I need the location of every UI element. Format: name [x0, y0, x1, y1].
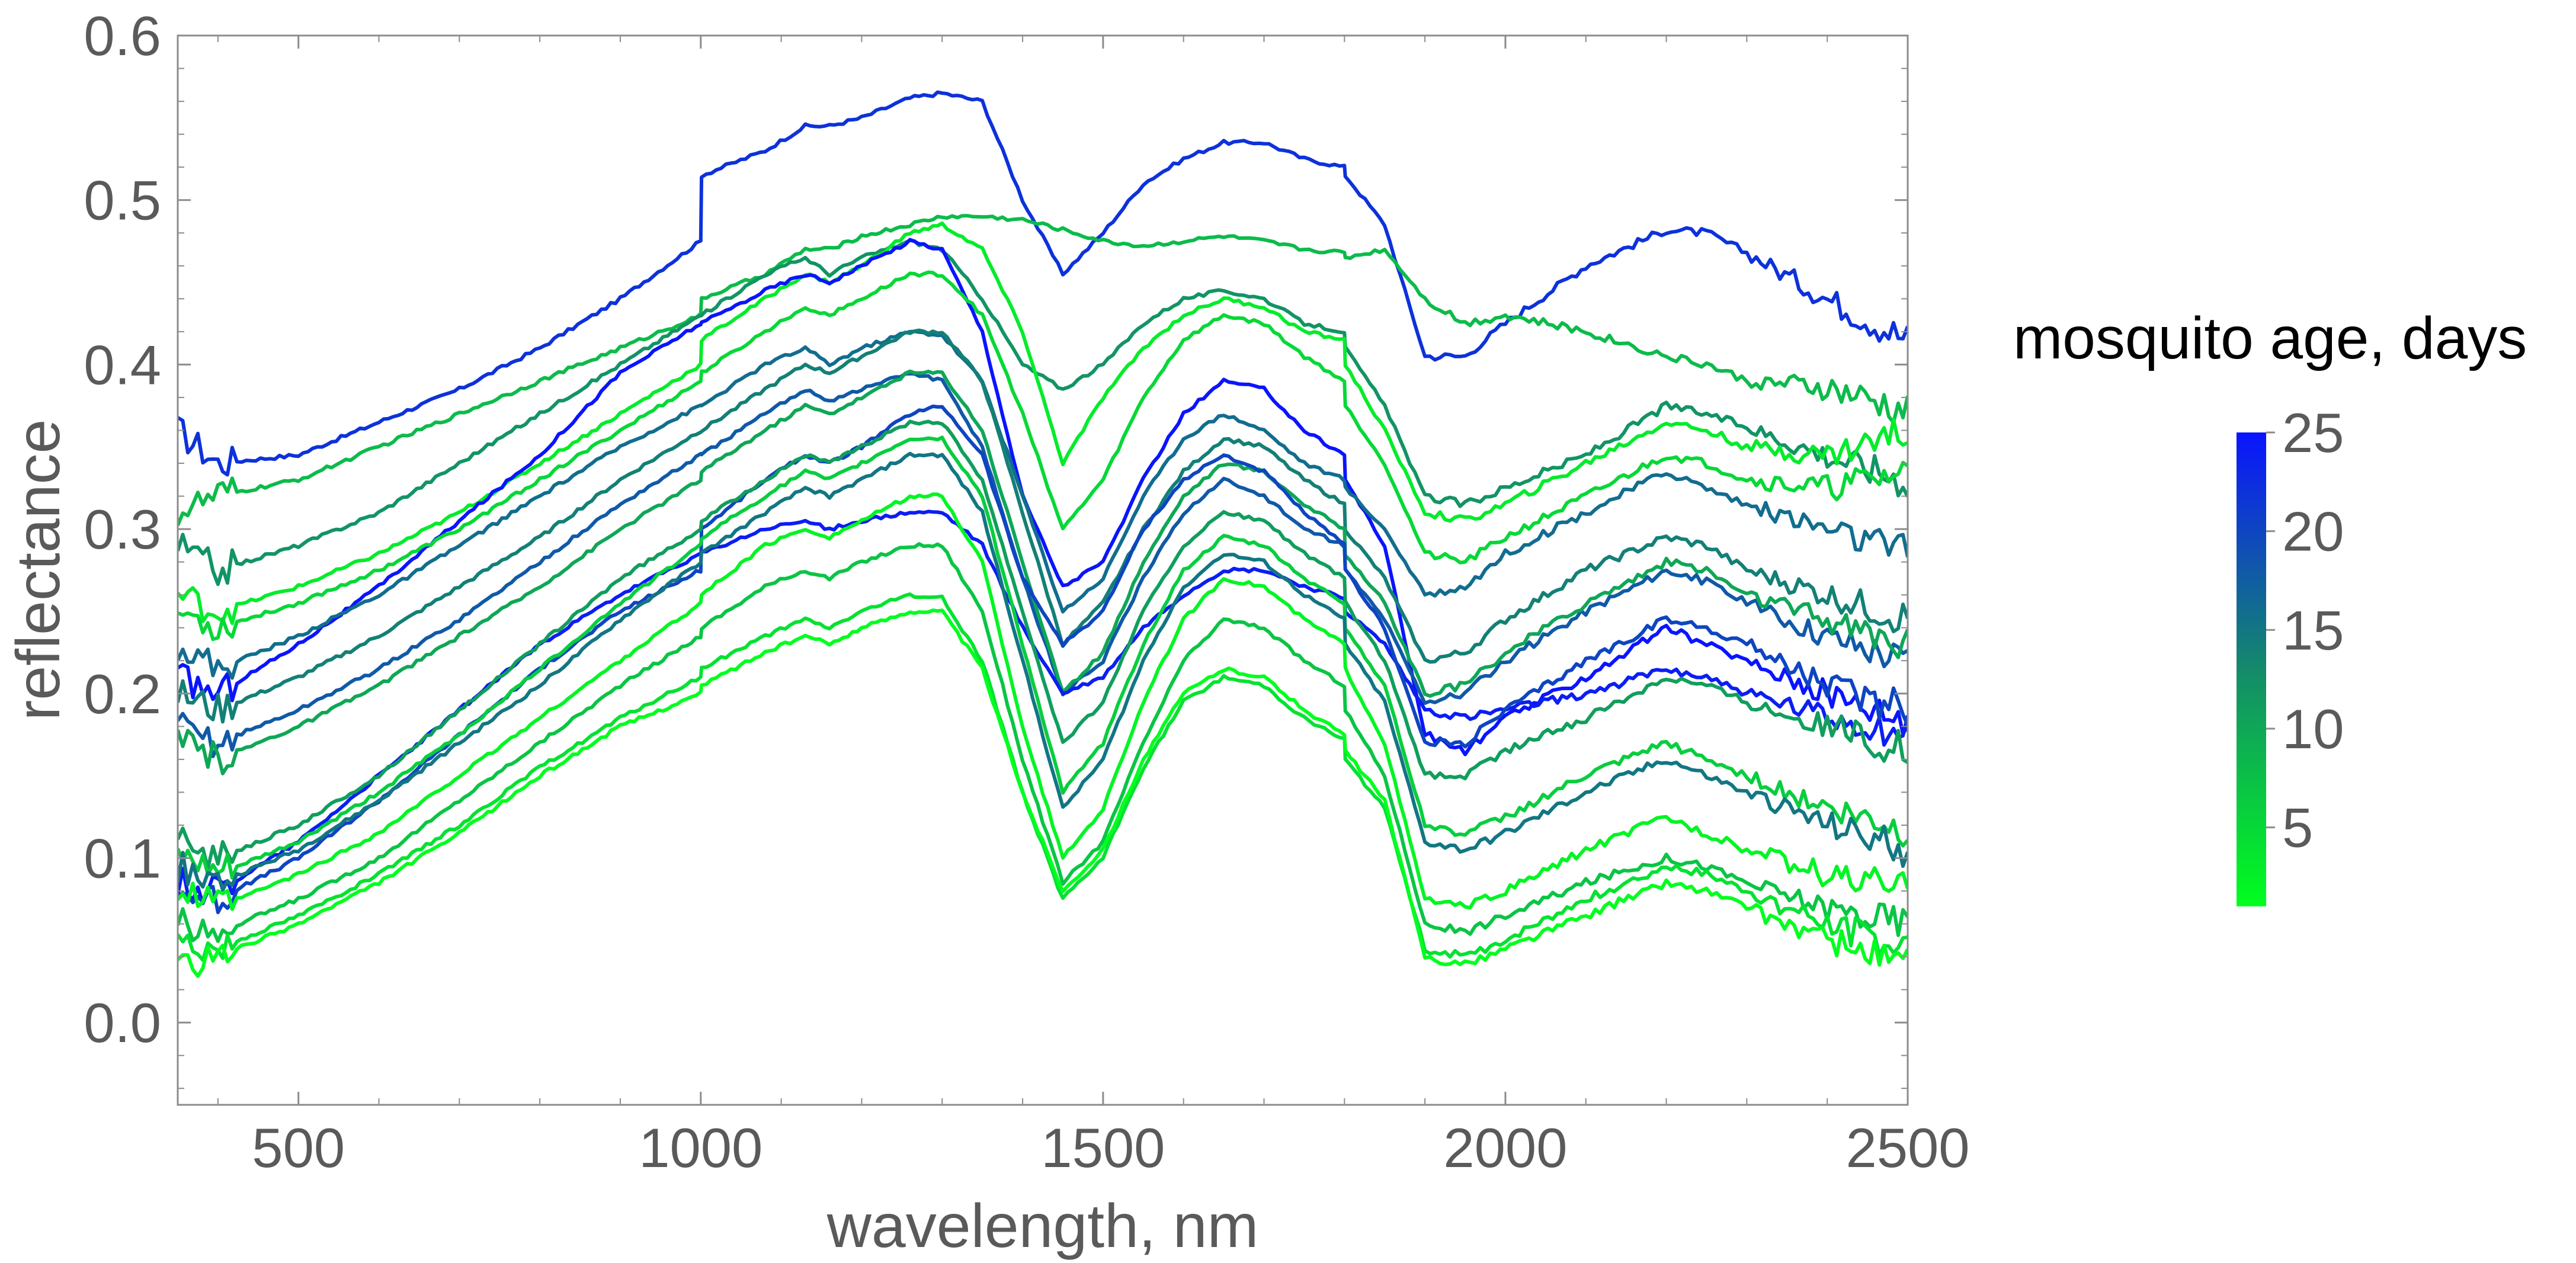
- spectrum-line: [178, 214, 1908, 526]
- colorbar: [2237, 432, 2266, 906]
- colorbar-ticks: 5 10 15 20 25: [2266, 402, 2344, 859]
- plot-frame: [177, 34, 1909, 1106]
- x-axis-ticks: 500 1000 1500 2000 2500: [217, 36, 1970, 1179]
- y-tick-label: 0.1: [84, 827, 161, 889]
- colorbar-tick-label: 5: [2282, 797, 2313, 859]
- spectrum-line: [178, 221, 1908, 626]
- spectrum-line: [178, 608, 1908, 978]
- spectrum-line: [178, 238, 1908, 756]
- spectrum-line: [178, 270, 1908, 642]
- y-tick-label: 0.2: [84, 663, 161, 725]
- spectrum-line: [178, 238, 1908, 586]
- y-tick-label: 0.0: [84, 992, 161, 1054]
- x-tick-label: 2500: [1846, 1117, 1969, 1179]
- spectrum-line: [178, 90, 1908, 477]
- x-tick-label: 500: [252, 1117, 345, 1179]
- y-axis-ticks: 0.0 0.1 0.2 0.3 0.4 0.5 0.6: [84, 5, 1908, 1089]
- spectrum-line: [178, 451, 1908, 892]
- y-axis-label: reflectance: [4, 419, 73, 721]
- spectrum-line: [178, 542, 1908, 943]
- colorbar-tick-label: 25: [2282, 402, 2344, 464]
- spectrum-line: [178, 419, 1908, 870]
- series-layer: [178, 90, 1908, 978]
- spectrum-line: [178, 371, 1908, 758]
- colorbar-tick-label: 20: [2282, 501, 2344, 563]
- y-tick-label: 0.3: [84, 498, 161, 560]
- spectrum-line: [178, 328, 1908, 724]
- x-tick-label: 2000: [1443, 1117, 1567, 1179]
- y-tick-label: 0.6: [84, 5, 161, 67]
- x-axis-label: wavelength, nm: [826, 1192, 1258, 1261]
- spectrum-line: [178, 492, 1908, 911]
- spectrum-line: [178, 329, 1908, 680]
- colorbar-tick-label: 15: [2282, 599, 2344, 661]
- y-tick-label: 0.5: [84, 169, 161, 232]
- x-tick-label: 1500: [1041, 1117, 1165, 1179]
- colorbar-tick-label: 10: [2282, 698, 2344, 760]
- spectrum-line: [178, 435, 1908, 880]
- y-tick-label: 0.4: [84, 334, 161, 396]
- x-tick-label: 1000: [639, 1117, 762, 1179]
- colorbar-title: mosquito age, days: [2013, 305, 2527, 371]
